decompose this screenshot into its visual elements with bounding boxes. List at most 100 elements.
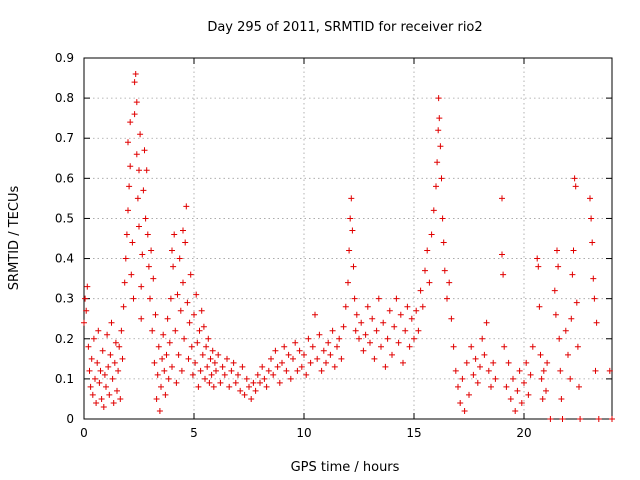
data-point [518, 399, 525, 406]
data-point [254, 371, 261, 378]
data-point [371, 355, 378, 362]
data-point [422, 267, 428, 274]
data-point [153, 395, 160, 402]
data-point [362, 331, 369, 338]
data-point [154, 371, 161, 378]
plot-frame [83, 57, 613, 420]
data-point [203, 343, 210, 350]
data-point [133, 99, 140, 106]
y-tick-label: 0.2 [55, 332, 74, 346]
data-point [426, 279, 433, 286]
data-point [274, 363, 281, 370]
data-point [127, 163, 134, 170]
data-point [430, 207, 437, 214]
data-point [144, 231, 151, 238]
data-point [527, 371, 534, 378]
data-point [100, 403, 107, 410]
data-point [312, 311, 318, 318]
data-point [221, 371, 228, 378]
data-point [470, 371, 477, 378]
data-point [569, 271, 576, 278]
data-point [181, 335, 188, 342]
data-point [488, 383, 494, 390]
data-point [138, 283, 145, 290]
data-point [551, 287, 558, 294]
data-point [159, 355, 166, 362]
data-point [576, 383, 582, 390]
data-point [457, 399, 464, 406]
data-point [239, 363, 246, 370]
data-point [301, 351, 307, 358]
data-point [397, 311, 404, 318]
data-point [356, 335, 362, 342]
data-point [296, 347, 303, 354]
data-point [136, 223, 142, 230]
data-point [320, 347, 327, 354]
data-point [440, 239, 447, 246]
data-point [492, 375, 499, 382]
data-point [93, 399, 100, 406]
data-point [219, 363, 226, 370]
data-point [129, 239, 136, 246]
data-point [90, 335, 97, 342]
x-tick-label: 5 [190, 426, 198, 440]
data-point [116, 343, 123, 350]
data-point [232, 379, 239, 386]
data-point [342, 303, 349, 310]
data-point [235, 371, 241, 378]
data-point [200, 323, 207, 330]
data-point [174, 291, 181, 298]
data-point [122, 255, 129, 262]
data-point [444, 295, 450, 302]
data-point [165, 375, 172, 382]
data-point [404, 303, 411, 310]
data-point [82, 295, 89, 302]
data-point [85, 343, 92, 350]
data-point [570, 247, 577, 254]
data-point [544, 359, 551, 366]
data-point [380, 319, 387, 326]
data-point [176, 255, 183, 262]
data-point [316, 331, 323, 338]
data-point [189, 371, 196, 378]
data-points [81, 71, 615, 422]
data-point [130, 295, 137, 302]
data-point [364, 303, 371, 310]
data-point [577, 416, 584, 422]
data-point [490, 359, 497, 366]
data-point [206, 379, 213, 386]
data-point [97, 367, 104, 374]
data-point [84, 283, 91, 290]
data-point [285, 351, 292, 358]
data-point [281, 343, 288, 350]
data-point [178, 367, 185, 374]
data-point [323, 359, 329, 366]
data-point [500, 271, 507, 278]
data-point [574, 343, 581, 350]
data-point [263, 383, 270, 390]
data-point [283, 367, 290, 374]
data-point [558, 395, 565, 402]
data-point [188, 343, 195, 350]
data-point [150, 275, 157, 282]
data-point [180, 227, 186, 234]
data-point [557, 367, 564, 374]
data-point [466, 391, 472, 398]
data-point [459, 375, 466, 382]
data-point [148, 247, 155, 254]
data-point [88, 355, 95, 362]
data-point [512, 407, 519, 414]
data-point [503, 383, 510, 390]
data-point [140, 187, 147, 194]
data-point [314, 355, 321, 362]
data-point [228, 367, 235, 374]
data-point [138, 315, 145, 322]
data-point [89, 391, 96, 398]
data-point [360, 347, 367, 354]
data-point [132, 71, 139, 78]
data-point [338, 355, 345, 362]
data-point [83, 307, 90, 314]
data-point [588, 215, 595, 222]
x-tick-labels: 0 5 10 15 20 [80, 426, 531, 440]
data-point [455, 383, 461, 390]
